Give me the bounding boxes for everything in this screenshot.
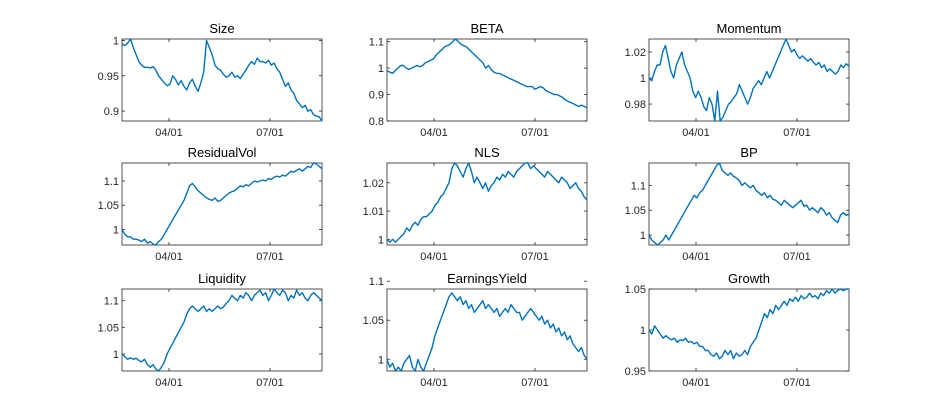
axes-box: [386, 38, 588, 122]
x-tick-label: 07/01: [521, 251, 549, 263]
y-tick-label: 1.1: [631, 180, 646, 192]
y-tick-label: 0.95: [625, 366, 646, 378]
y-tick-label: 0.8: [369, 116, 384, 128]
y-tick-label: 1.1: [104, 176, 119, 188]
y-tick-label: 1.02: [363, 178, 384, 190]
y-tick-label: 1: [378, 354, 384, 366]
series-line: [121, 162, 323, 246]
panel-title: ResidualVol: [188, 145, 257, 160]
axes-box: [648, 162, 850, 246]
series-line: [648, 288, 849, 360]
axes-box: [386, 162, 588, 246]
x-tick-label: 04/01: [420, 127, 448, 139]
panel-size: Size 0.9 0.95 1 04/01 07/01: [98, 21, 323, 139]
y-tick-label: 0.98: [625, 99, 646, 111]
panel-title: BP: [740, 145, 757, 160]
y-tick-label: 1.05: [98, 200, 119, 212]
series-line: [648, 38, 850, 122]
series-line: [386, 292, 588, 372]
y-tick-label: 1: [640, 230, 646, 242]
y-tick-label: 0.9: [104, 106, 119, 118]
y-tick-label: 1.1: [104, 296, 119, 308]
y-tick-label: 1: [378, 234, 384, 246]
panel-residualvol: ResidualVol 1 1.05 1.1 04/01 07/01: [98, 145, 323, 263]
x-tick-label: 04/01: [682, 377, 710, 389]
x-tick-label: 04/01: [155, 251, 183, 263]
y-tick-label: 1.1: [369, 37, 384, 49]
panel-nls: NLS 1 1.01 1.02 04/01 07/01: [363, 145, 588, 263]
x-tick-label: 07/01: [783, 251, 811, 263]
series-line: [121, 38, 323, 122]
y-tick-label: 1.05: [98, 322, 119, 334]
x-tick-label: 07/01: [783, 377, 811, 389]
y-tick-label: 1: [640, 325, 646, 337]
series-line: [121, 288, 323, 372]
panel-liquidity: Liquidity 1 1.05 1.1 04/01 07/01: [98, 271, 323, 389]
x-tick-label: 07/01: [783, 127, 811, 139]
axes-box: [648, 288, 850, 372]
y-tick-label: 1: [113, 224, 119, 236]
y-tick-label: 1.05: [363, 315, 384, 327]
series-line: [386, 162, 588, 243]
y-tick-label: 1.02: [625, 47, 646, 59]
axes-box: [121, 38, 323, 122]
x-tick-label: 07/01: [521, 127, 549, 139]
panel-title: BETA: [471, 21, 504, 36]
axes-box: [121, 162, 323, 246]
x-tick-label: 04/01: [420, 377, 448, 389]
panel-earningsyield: EarningsYield 1 1.05 1.1 04/01 07/01: [363, 271, 588, 389]
panel-beta: BETA 0.8 0.9 1 1.1 04/01 07/01: [369, 21, 588, 139]
x-tick-label: 04/01: [682, 251, 710, 263]
y-tick-label: 0.9: [369, 90, 384, 102]
series-line: [386, 38, 588, 109]
y-tick-label: 1: [113, 349, 119, 361]
y-tick-label: 1.1: [369, 276, 384, 288]
x-tick-label: 04/01: [155, 127, 183, 139]
x-tick-label: 07/01: [256, 251, 284, 263]
x-tick-label: 07/01: [521, 377, 549, 389]
panel-title: EarningsYield: [447, 271, 527, 286]
panel-title: Momentum: [716, 21, 781, 36]
y-tick-label: 1.01: [363, 206, 384, 218]
x-tick-label: 04/01: [682, 127, 710, 139]
x-tick-label: 07/01: [256, 377, 284, 389]
x-tick-label: 04/01: [155, 377, 183, 389]
y-tick-label: 0.95: [98, 71, 119, 83]
axes-box: [386, 288, 588, 372]
y-tick-label: 1: [113, 35, 119, 47]
axes-box: [648, 38, 850, 122]
panel-momentum: Momentum 0.98 1 1.02 04/01 07/01: [625, 21, 850, 139]
x-tick-label: 07/01: [256, 127, 284, 139]
panel-title: Size: [209, 21, 234, 36]
panel-title: NLS: [474, 145, 500, 160]
y-tick-label: 1.05: [625, 205, 646, 217]
y-tick-label: 1: [378, 63, 384, 75]
series-line: [648, 162, 850, 246]
panel-growth: Growth 0.95 1 1.05 04/01 07/01: [625, 271, 850, 389]
y-tick-label: 1.05: [625, 284, 646, 296]
panel-bp: BP 1 1.05 1.1 04/01 07/01: [625, 145, 850, 263]
y-tick-label: 1: [640, 73, 646, 85]
axes-box: [121, 288, 323, 372]
panel-title: Growth: [728, 271, 770, 286]
x-tick-label: 04/01: [420, 251, 448, 263]
panel-title: Liquidity: [198, 271, 246, 286]
